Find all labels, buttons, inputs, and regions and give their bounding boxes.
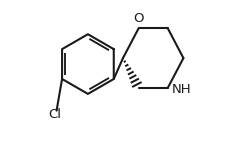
Text: O: O bbox=[133, 12, 144, 24]
Text: Cl: Cl bbox=[48, 108, 61, 121]
Text: NH: NH bbox=[172, 83, 192, 96]
